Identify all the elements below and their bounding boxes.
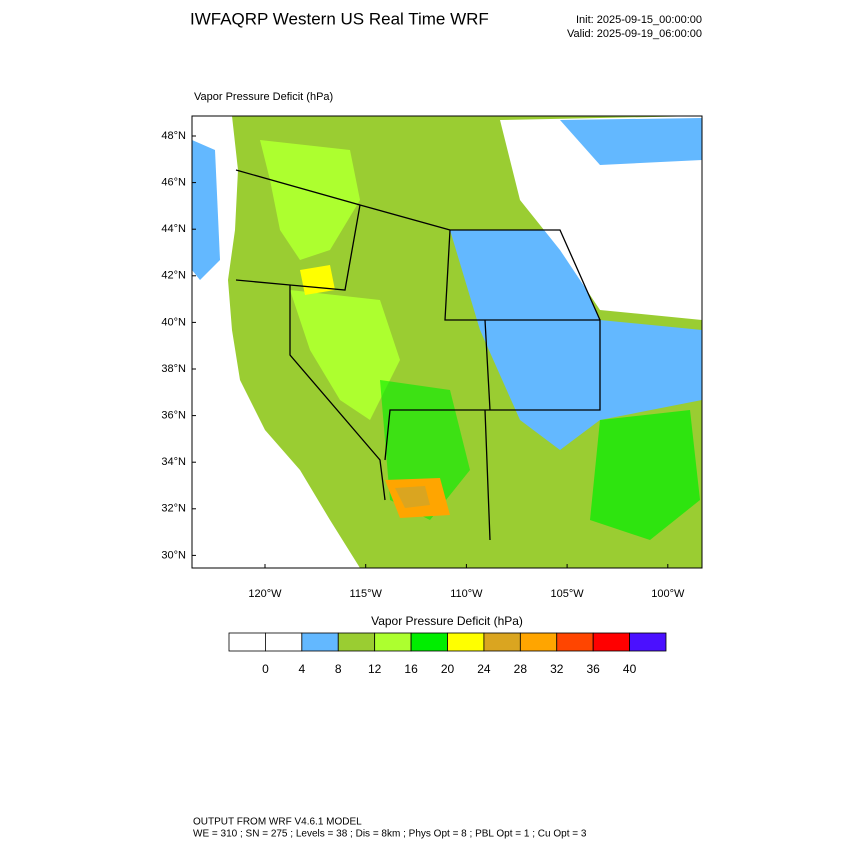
map — [191, 115, 703, 569]
colorbar-box — [483, 632, 521, 652]
field-patch — [500, 116, 702, 320]
lat-label: 42°N — [161, 270, 186, 282]
colorbar-box — [556, 632, 594, 652]
colorbar-label: 16 — [404, 662, 418, 676]
lat-label: 32°N — [161, 503, 186, 515]
lat-label: 40°N — [161, 316, 186, 328]
lon-label: 105°W — [551, 588, 585, 600]
field-patch — [590, 410, 700, 540]
lat-label: 30°N — [161, 549, 186, 561]
lat-label: 48°N — [161, 130, 186, 142]
field-patch — [290, 290, 400, 420]
field-patch — [260, 140, 360, 260]
colorbar-box — [410, 632, 448, 652]
lat-label: 38°N — [161, 363, 186, 375]
colorbar-label: 40 — [623, 662, 637, 676]
state-borders — [235, 169, 601, 541]
lat-label: 46°N — [161, 177, 186, 189]
colorbar-box — [629, 632, 667, 652]
colorbar-box — [519, 632, 558, 652]
map-label: Vapor Pressure Deficit (hPa) — [194, 91, 333, 103]
field-patch — [450, 230, 702, 450]
colorbar-label: 32 — [550, 662, 564, 676]
lat-label: 36°N — [161, 410, 186, 422]
title: IWFAQRP Western US Real Time WRF — [190, 9, 489, 28]
colorbar-box — [374, 632, 412, 652]
lon-label: 110°W — [450, 588, 483, 600]
colorbar-box — [337, 632, 376, 652]
colorbar-label: 28 — [514, 662, 528, 676]
colorbar-box — [592, 632, 630, 652]
lat-label: 44°N — [161, 223, 186, 235]
footer-line: OUTPUT FROM WRF V4.6.1 MODEL — [193, 817, 362, 828]
field-patch — [300, 265, 335, 295]
lon-label: 100°W — [651, 588, 685, 600]
colorbar-box — [301, 632, 339, 652]
colorbar-label: 12 — [368, 662, 382, 676]
colorbar-label: 36 — [586, 662, 600, 676]
valid-time: Valid: 2025-09-19_06:00:00 — [567, 28, 702, 40]
colorbar-box — [228, 632, 266, 652]
colorbar-box — [265, 632, 303, 652]
init-time: Init: 2025-09-15_00:00:00 — [576, 14, 702, 26]
lat-label: 34°N — [161, 456, 186, 468]
colorbar-label: 4 — [298, 662, 305, 676]
map-axes: 48°N 46°N 44°N 42°N 40°N 38°N 36°N 34°N 32°N 30°N… — [161, 130, 685, 600]
colorbar-label: 0 — [262, 662, 269, 676]
colorbar-title: Vapor Pressure Deficit (hPa) — [371, 614, 523, 628]
colorbar: 0 4 8 12 16 20 24 28 32 36 40 — [228, 632, 667, 676]
footer-line: WE = 310 ; SN = 275 ; Levels = 38 ; Dis … — [193, 829, 587, 840]
colorbar-label: 24 — [477, 662, 491, 676]
map-frame — [191, 115, 703, 569]
field-patch — [395, 486, 430, 508]
field-patch — [192, 140, 220, 280]
lon-label: 115°W — [350, 588, 383, 600]
lon-label: 120°W — [248, 588, 282, 600]
colorbar-label: 20 — [441, 662, 455, 676]
colorbar-label: 8 — [335, 662, 342, 676]
colorbar-box — [447, 632, 485, 652]
field-patch — [560, 118, 702, 165]
